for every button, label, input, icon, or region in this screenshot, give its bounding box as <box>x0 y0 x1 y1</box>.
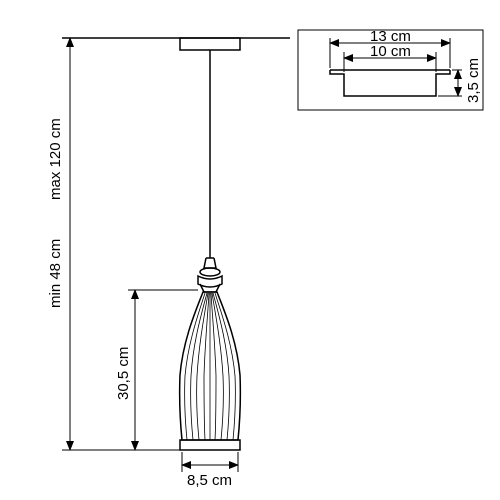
shade <box>180 292 241 450</box>
dim-total-min-label: min 48 cm <box>47 239 64 308</box>
fitting <box>198 258 222 292</box>
dim-canopy-height-label: 3,5 cm <box>465 58 482 103</box>
inset-canopy: 13 cm 10 cm 3,5 cm <box>298 28 483 110</box>
dim-shade-width-label: 8,5 cm <box>187 472 232 489</box>
dim-shade-height-label: 30,5 cm <box>115 347 132 400</box>
lamp-diagram: min 48 cm max 120 cm 30,5 cm 8,5 cm 13 c… <box>0 0 500 500</box>
inset-canopy-shape <box>330 70 450 96</box>
main-elevation <box>62 38 290 450</box>
dim-shade-width: 8,5 cm <box>182 452 238 489</box>
canopy <box>180 38 240 50</box>
dim-canopy-inner-label: 10 cm <box>370 43 411 60</box>
dim-total-height: min 48 cm max 120 cm <box>47 38 180 450</box>
dim-total-max-label: max 120 cm <box>47 118 64 200</box>
